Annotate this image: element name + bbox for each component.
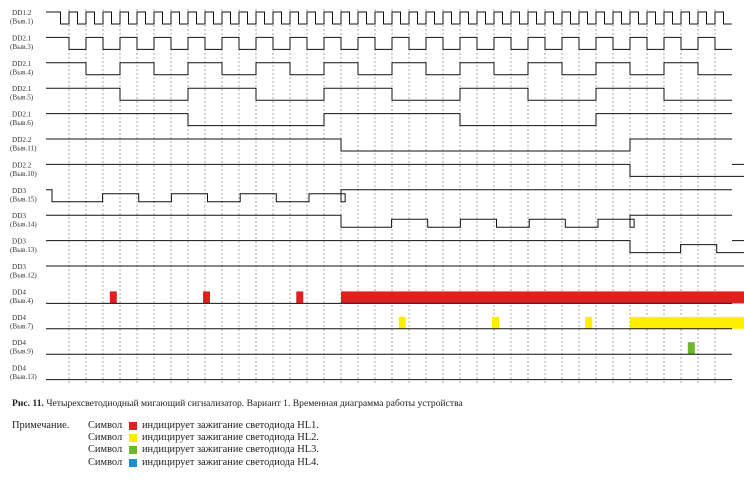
legend-prefix: Символ	[88, 444, 123, 456]
caption-text: Четырехсветодиодный мигающий сигнализато…	[46, 398, 463, 409]
waveform-trace	[46, 62, 732, 76]
led-on-interval	[630, 316, 744, 329]
signal-name: DD2.1	[12, 85, 32, 93]
legend-text: индицирует зажигание светодиода HL4.	[142, 456, 319, 468]
signal-name: DD2.2	[12, 161, 32, 169]
led-on-interval	[341, 291, 744, 304]
signal-pin: (Выв.14)	[10, 221, 37, 229]
signal-pin: (Выв.12)	[10, 272, 37, 280]
legend-prefix: Символ	[88, 432, 123, 444]
waveforms	[46, 11, 744, 381]
waveform-trace	[46, 265, 744, 267]
signal-pin: (Выв.15)	[10, 195, 37, 203]
led-pulse	[687, 342, 695, 355]
signal-pin: (Выв.13)	[10, 373, 37, 381]
signal-pin: (Выв.10)	[10, 170, 37, 178]
waveform-trace	[46, 87, 732, 101]
signal-name: DD2.1	[12, 111, 32, 119]
signal-name: DD4	[12, 365, 26, 373]
legend-text: индицирует зажигание светодиода HL1.	[142, 420, 319, 431]
waveform-trace	[46, 11, 732, 25]
legend-prefix: Символ	[88, 420, 123, 431]
waveform-trace	[46, 240, 744, 254]
led-fills	[109, 291, 744, 355]
waveform-trace	[46, 113, 732, 127]
timing-diagram: DD1.2(Выв.1)DD2.1(Выв.3)DD2.1(Выв.4)DD2.…	[10, 9, 744, 384]
note-heading: Примечание.	[12, 420, 70, 431]
signal-name: DD1.2	[12, 9, 32, 17]
legend-text: индицирует зажигание светодиода HL3.	[142, 444, 319, 456]
signal-name: DD4	[12, 339, 26, 347]
signal-name: DD3	[12, 212, 26, 220]
signal-pin: (Выв.5)	[10, 94, 34, 102]
led-pulse	[585, 316, 593, 329]
signal-name: DD2.1	[12, 34, 32, 42]
waveform-trace	[46, 214, 732, 228]
legend-text: индицирует зажигание светодиода HL2.	[142, 432, 319, 444]
signal-pin: (Выв.7)	[10, 322, 34, 330]
caption-label: Рис. 11.	[12, 398, 44, 409]
led-pulse	[109, 291, 117, 304]
signal-name: DD3	[12, 263, 26, 271]
blue-swatch-icon	[129, 458, 137, 467]
signal-pin: (Выв.6)	[10, 119, 34, 127]
signal-name: DD2.2	[12, 136, 32, 144]
yellow-swatch-icon	[129, 434, 137, 443]
signal-pin: (Выв.13)	[10, 246, 37, 254]
signal-pin: (Выв.4)	[10, 68, 34, 76]
led-pulse	[398, 316, 406, 329]
signal-pin: (Выв.3)	[10, 43, 34, 51]
signal-pin: (Выв.11)	[10, 145, 37, 153]
waveform-trace	[46, 163, 744, 177]
signal-name: DD3	[12, 187, 26, 195]
green-swatch-icon	[129, 446, 137, 455]
signal-name: DD4	[12, 288, 26, 296]
signal-name: DD2.1	[12, 60, 32, 68]
figure-caption: Рис. 11. Четырехсветодиодный мигающий си…	[12, 398, 463, 409]
legend-prefix: Символ	[88, 456, 123, 468]
signal-pin: (Выв.1)	[10, 18, 34, 26]
led-pulse	[492, 316, 500, 329]
waveform-trace	[46, 36, 732, 50]
signal-pin: (Выв.9)	[10, 348, 34, 356]
signal-name: DD4	[12, 314, 26, 322]
signal-pin: (Выв.4)	[10, 297, 34, 305]
waveform-trace	[46, 189, 732, 203]
led-pulse	[296, 291, 304, 304]
red-swatch-icon	[129, 422, 137, 430]
led-pulse	[203, 291, 211, 304]
signal-name: DD3	[12, 238, 26, 246]
signal-labels: DD1.2(Выв.1)DD2.1(Выв.3)DD2.1(Выв.4)DD2.…	[10, 9, 37, 381]
waveform-trace	[46, 138, 732, 152]
